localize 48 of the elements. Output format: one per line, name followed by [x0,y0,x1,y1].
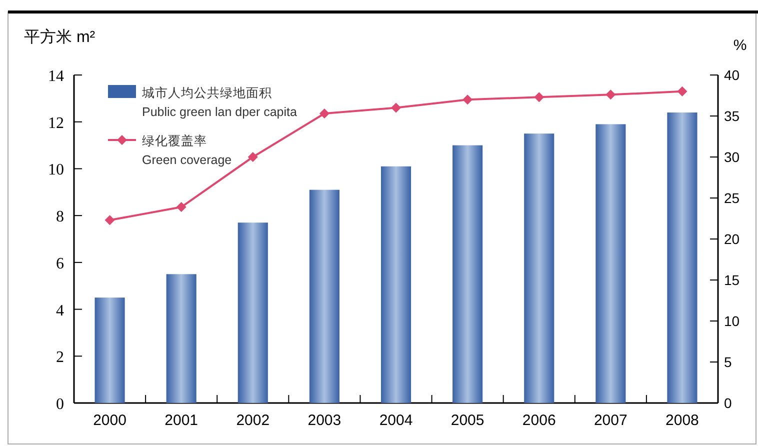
y-tick-label: 2 [56,349,64,366]
x-tick-label: 2000 [93,412,126,429]
bar [380,166,412,403]
bar [238,222,268,403]
x-tick-label: 2002 [236,412,270,429]
point [534,92,544,102]
bar [309,190,340,403]
y2-tick-label: 40 [724,67,740,83]
bar [94,298,125,403]
point [248,152,258,162]
x-tick-label: 2005 [450,412,484,429]
bar [452,145,483,403]
y-tick-label: 12 [48,114,64,132]
bar [524,134,554,403]
y-tick-label: 8 [56,208,64,226]
legend-label: 绿化覆盖率 Green coverage [142,133,232,167]
y-tick-label: 10 [48,162,64,179]
y2-tick-label: 0 [724,395,732,411]
y-tick-label: 14 [48,68,64,85]
bar [166,274,196,403]
point [606,90,616,100]
bar [596,124,626,403]
y-tick-label: 4 [56,302,64,320]
y2-tick-label: 30 [724,149,740,165]
x-tick-label: 2008 [666,412,699,429]
y2-tick-label: 25 [724,190,740,206]
point [176,202,186,212]
y2-tick-label: 5 [724,354,732,370]
x-tick-label: 2007 [594,412,628,429]
x-tick-label: 2004 [379,412,413,429]
y2-tick-label: 35 [724,108,740,124]
y-tick-label: 0 [56,396,64,413]
point [391,102,401,113]
x-tick-label: 2003 [308,412,342,429]
legend-label: 城市人均公共绿地面积 Public green lan dper capita [141,86,298,119]
y-axis-title: 平方米 m² [24,28,96,46]
point [677,86,688,96]
y2-axis-title: % [733,37,747,54]
x-tick-label: 2001 [164,412,198,429]
point [104,215,115,226]
y-tick-label: 6 [56,255,64,272]
y2-tick-label: 15 [724,272,740,288]
y2-tick-label: 10 [724,313,740,329]
x-tick-label: 2006 [522,412,556,429]
point [319,108,330,119]
bar [667,112,698,403]
y2-tick-label: 20 [724,231,740,247]
point [462,94,473,105]
